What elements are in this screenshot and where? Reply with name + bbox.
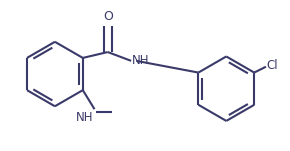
Text: NH: NH <box>76 111 93 124</box>
Text: O: O <box>103 10 113 24</box>
Text: NH: NH <box>132 54 149 67</box>
Text: Cl: Cl <box>267 59 278 72</box>
